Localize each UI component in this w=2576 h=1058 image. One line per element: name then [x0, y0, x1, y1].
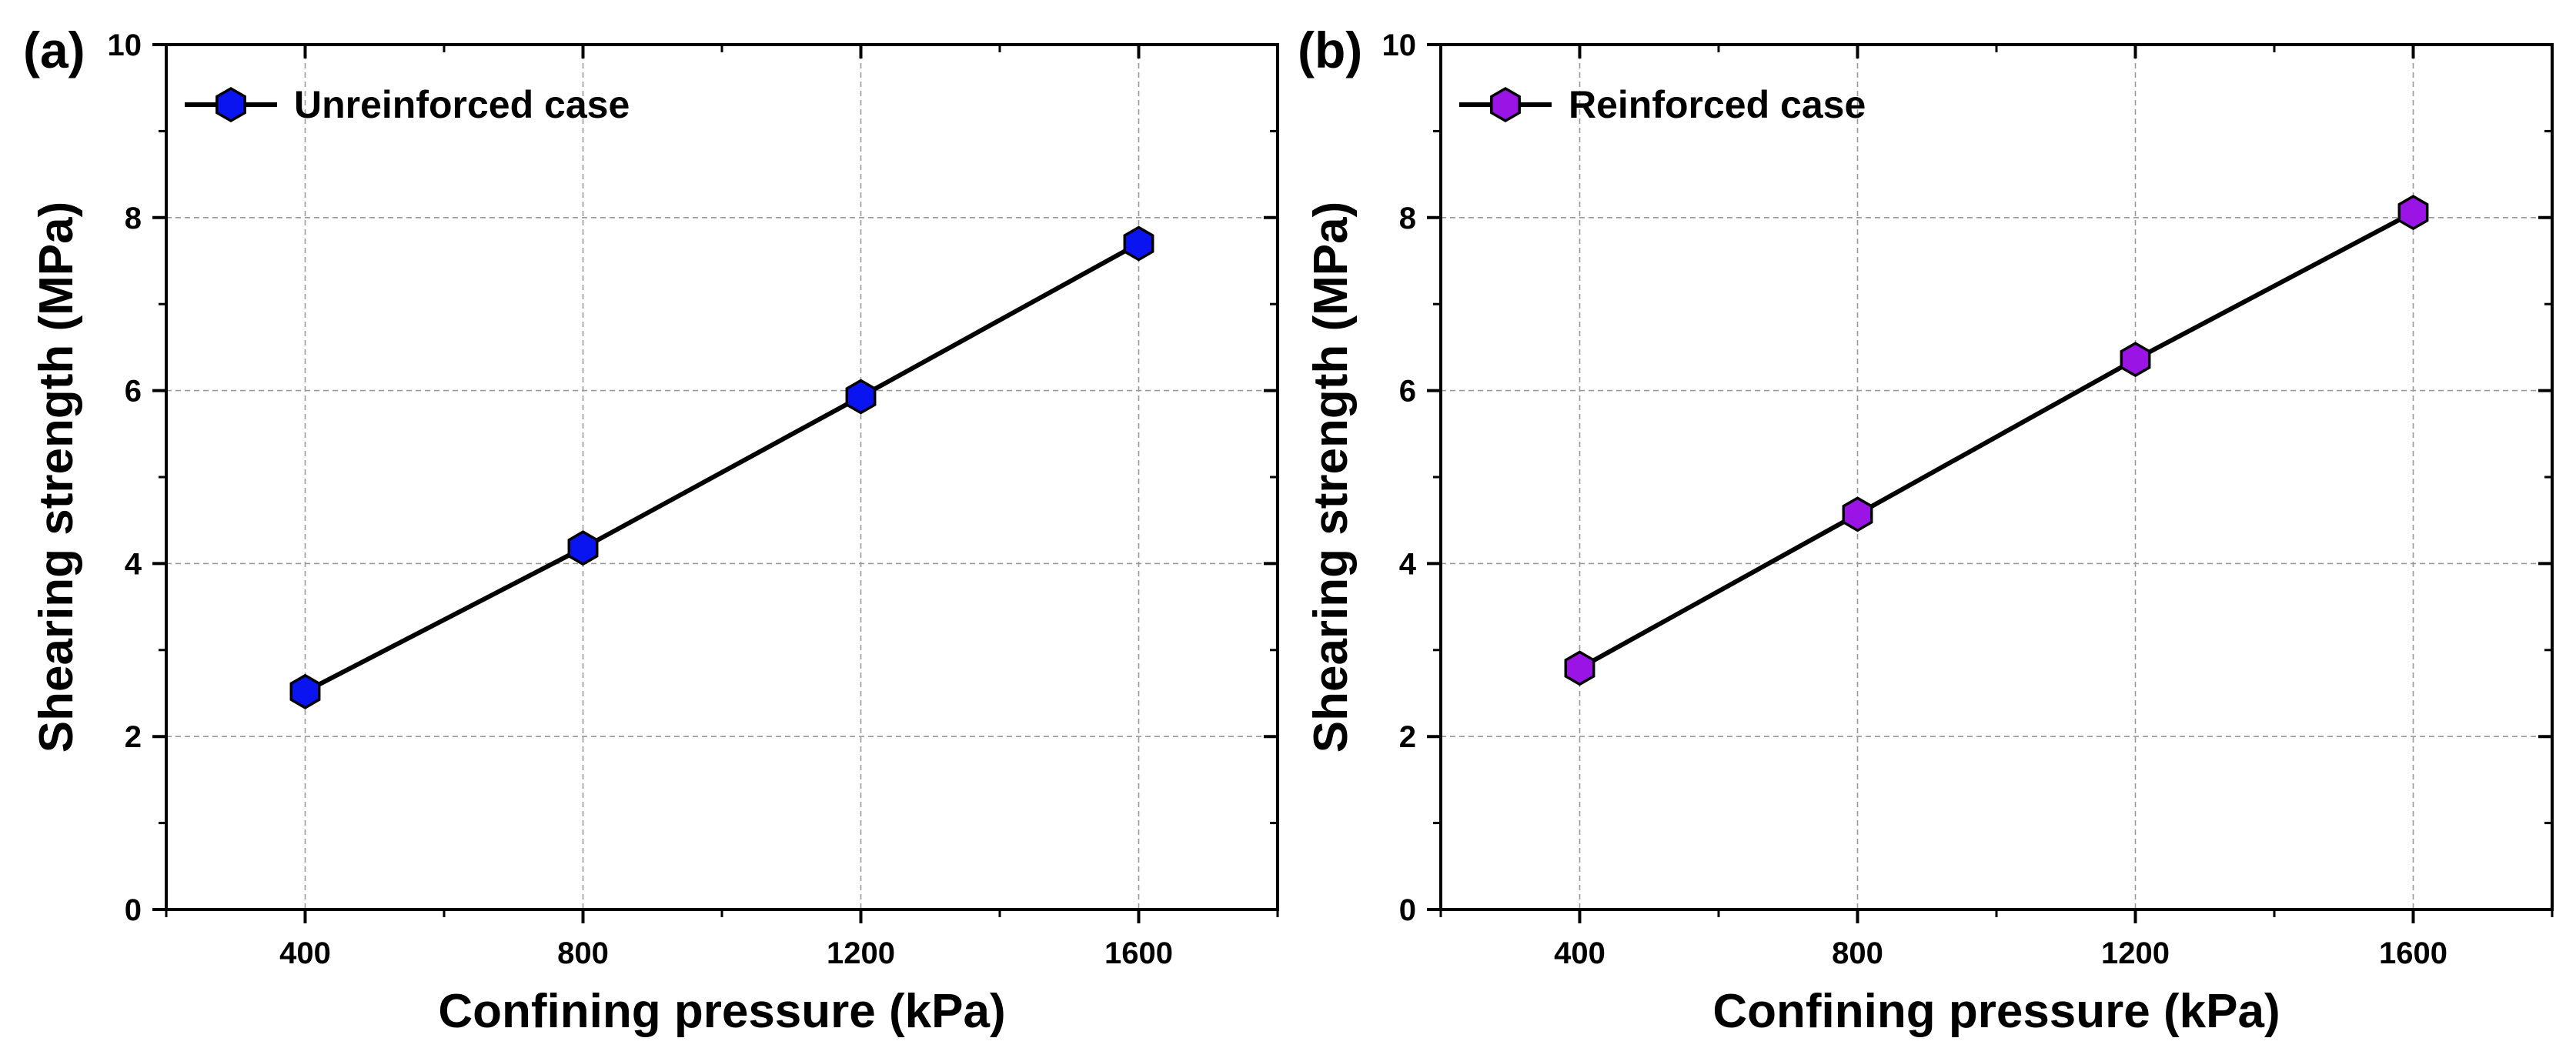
- y-tick-label: 10: [108, 28, 142, 62]
- x-tick-label: 800: [557, 936, 609, 970]
- legend-label: Unreinforced case: [294, 83, 630, 126]
- x-axis-title: Confining pressure (kPa): [438, 985, 1005, 1038]
- data-point: [567, 530, 599, 566]
- x-tick-label: 1200: [2101, 936, 2170, 970]
- data-point: [2120, 342, 2151, 378]
- y-tick-label: 8: [125, 202, 142, 235]
- y-tick-label: 0: [1399, 893, 1416, 927]
- x-tick-label: 400: [1554, 936, 1605, 970]
- legend-label: Reinforced case: [1569, 83, 1866, 126]
- panel-label: (a): [23, 22, 85, 78]
- data-point: [845, 379, 877, 415]
- series-line: [1579, 210, 2414, 671]
- y-tick-label: 4: [125, 547, 142, 581]
- y-tick-label: 8: [1399, 202, 1416, 235]
- data-point: [1842, 496, 1873, 532]
- data-point: [1564, 650, 1595, 686]
- x-tick-label: 1200: [827, 936, 895, 970]
- y-tick-label: 2: [1399, 720, 1416, 754]
- y-tick-label: 10: [1382, 28, 1417, 62]
- y-tick-label: 6: [125, 375, 142, 409]
- panel-a: 400 800 1200 1600 0 2 4 6 8 10 Confining pressure …: [23, 22, 1279, 1038]
- plot-frame: [1439, 43, 2554, 911]
- y-axis-title: Shearing strength (MPa): [1305, 202, 1358, 753]
- x-axis-title: Confining pressure (kPa): [1712, 985, 2280, 1038]
- data-point: [1123, 225, 1154, 262]
- panel-b: 400 800 1200 1600 0 2 4 6 8 10 Confining pressure …: [1298, 22, 2554, 1038]
- y-tick-label: 4: [1399, 547, 1417, 581]
- x-tick-label: 800: [1832, 936, 1883, 970]
- series-line: [304, 241, 1140, 694]
- x-tick-label: 1600: [2379, 936, 2447, 970]
- x-tick-label: 400: [279, 936, 331, 970]
- data-point: [289, 673, 321, 709]
- legend-marker: [1490, 86, 1521, 123]
- plot-frame: [165, 43, 1279, 911]
- y-tick-label: 6: [1399, 375, 1416, 409]
- legend-marker: [216, 86, 246, 123]
- data-point: [2397, 195, 2429, 231]
- y-tick-label: 0: [125, 893, 142, 927]
- x-tick-label: 1600: [1104, 936, 1173, 970]
- y-axis-title: Shearing strength (MPa): [30, 202, 83, 753]
- y-tick-label: 2: [125, 720, 142, 754]
- panel-label: (b): [1298, 22, 1362, 78]
